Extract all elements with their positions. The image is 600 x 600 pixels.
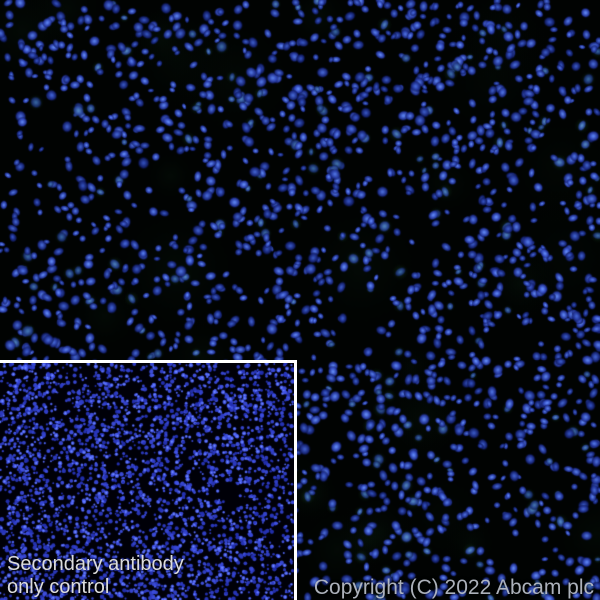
inset-caption: Secondary antibody only control xyxy=(7,553,184,599)
inset-micrograph-canvas xyxy=(0,363,294,600)
inset-caption-line2: only control xyxy=(7,576,110,598)
inset-control-panel: Secondary antibody only control xyxy=(0,360,297,600)
inset-caption-line1: Secondary antibody xyxy=(7,553,184,575)
copyright-watermark: Copyright (C) 2022 Abcam plc xyxy=(313,576,594,599)
